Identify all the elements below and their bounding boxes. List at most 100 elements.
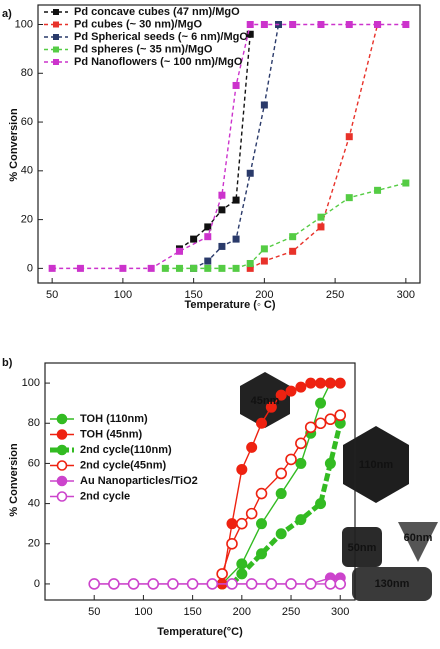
marker bbox=[246, 441, 258, 453]
annotation: 130nm bbox=[375, 578, 410, 590]
marker bbox=[315, 377, 327, 389]
marker bbox=[232, 81, 240, 89]
marker bbox=[265, 578, 278, 590]
marker bbox=[317, 223, 325, 231]
y-tick-label: 40 bbox=[28, 497, 40, 509]
marker bbox=[295, 457, 307, 469]
marker bbox=[256, 548, 268, 560]
marker bbox=[304, 421, 317, 434]
marker bbox=[147, 264, 155, 272]
legend-marker bbox=[53, 9, 59, 15]
legend-label: 2nd cycle(110nm) bbox=[80, 444, 172, 456]
y-tick-label: 100 bbox=[15, 18, 33, 30]
legend-label: Pd spheres (~ 35 nm)/MgO bbox=[74, 43, 213, 55]
marker bbox=[245, 578, 258, 590]
marker bbox=[246, 21, 254, 29]
marker bbox=[232, 196, 240, 204]
series bbox=[48, 21, 410, 272]
legend-marker bbox=[56, 491, 68, 502]
y-axis-label: % Conversion bbox=[8, 108, 20, 182]
series bbox=[226, 417, 346, 590]
marker bbox=[295, 381, 307, 393]
marker bbox=[265, 401, 277, 413]
x-axis-label: Temperature (◦ C) bbox=[184, 299, 275, 311]
marker bbox=[186, 578, 199, 590]
marker bbox=[275, 528, 287, 540]
marker bbox=[334, 377, 346, 389]
marker bbox=[190, 235, 198, 243]
marker bbox=[255, 487, 268, 500]
marker bbox=[324, 413, 337, 426]
marker bbox=[236, 517, 248, 530]
x-tick-label: 300 bbox=[397, 289, 415, 301]
marker bbox=[345, 21, 353, 29]
y-tick-label: 20 bbox=[21, 214, 33, 226]
panel-label: b) bbox=[2, 357, 13, 369]
marker bbox=[218, 191, 226, 199]
marker bbox=[175, 247, 183, 255]
marker bbox=[285, 453, 297, 466]
marker bbox=[324, 377, 336, 389]
marker bbox=[289, 21, 297, 29]
marker bbox=[246, 259, 254, 267]
marker bbox=[245, 507, 258, 520]
x-tick-label: 300 bbox=[331, 606, 349, 618]
marker bbox=[260, 101, 268, 109]
marker bbox=[218, 264, 226, 272]
particle-image bbox=[343, 426, 409, 503]
marker bbox=[175, 264, 183, 272]
x-tick-label: 150 bbox=[184, 289, 202, 301]
marker bbox=[260, 21, 268, 29]
plot-frame bbox=[44, 362, 356, 601]
marker bbox=[374, 186, 382, 194]
legend-label: Pd Spherical seeds (~ 6 nm)/MgO bbox=[74, 31, 248, 43]
particle-image bbox=[398, 522, 438, 562]
marker bbox=[204, 264, 212, 272]
x-tick-label: 50 bbox=[46, 289, 58, 301]
legend-label: Pd cubes (~ 30 nm)/MgO bbox=[74, 18, 202, 30]
legend-label: TOH (110nm) bbox=[80, 413, 148, 425]
legend-marker bbox=[56, 444, 68, 456]
legend-label: Pd Nanoflowers (~ 100 nm)/MgO bbox=[74, 56, 243, 68]
marker bbox=[204, 233, 212, 241]
particle-image bbox=[352, 567, 432, 601]
marker bbox=[260, 257, 268, 265]
series bbox=[246, 21, 382, 272]
marker bbox=[246, 30, 254, 38]
marker bbox=[345, 133, 353, 141]
marker bbox=[374, 21, 382, 29]
legend-marker bbox=[56, 429, 68, 440]
marker bbox=[226, 537, 238, 550]
legend-marker bbox=[56, 475, 68, 487]
marker bbox=[289, 233, 297, 241]
marker bbox=[204, 257, 212, 265]
x-tick-label: 150 bbox=[183, 606, 201, 618]
marker bbox=[305, 377, 317, 389]
marker bbox=[236, 558, 248, 570]
series-line bbox=[249, 24, 379, 269]
marker bbox=[232, 235, 240, 243]
y-tick-label: 20 bbox=[28, 538, 40, 550]
marker bbox=[324, 578, 337, 590]
y-axis-label: % Conversion bbox=[8, 443, 20, 517]
y-tick-label: 0 bbox=[34, 578, 40, 590]
series bbox=[161, 179, 410, 272]
marker bbox=[304, 578, 317, 590]
marker bbox=[345, 194, 353, 202]
marker bbox=[275, 488, 287, 500]
series bbox=[216, 377, 346, 590]
marker bbox=[317, 21, 325, 29]
series bbox=[175, 30, 254, 253]
x-tick-label: 100 bbox=[134, 606, 152, 618]
marker bbox=[226, 578, 238, 590]
marker bbox=[256, 417, 268, 429]
marker bbox=[232, 264, 240, 272]
legend-marker bbox=[56, 413, 68, 425]
y-tick-label: 60 bbox=[28, 457, 40, 469]
legend-marker bbox=[53, 34, 59, 40]
marker bbox=[256, 518, 268, 530]
marker bbox=[206, 578, 219, 590]
y-tick-label: 100 bbox=[22, 377, 40, 389]
marker bbox=[295, 437, 307, 450]
annotation: 50nm bbox=[348, 542, 377, 554]
